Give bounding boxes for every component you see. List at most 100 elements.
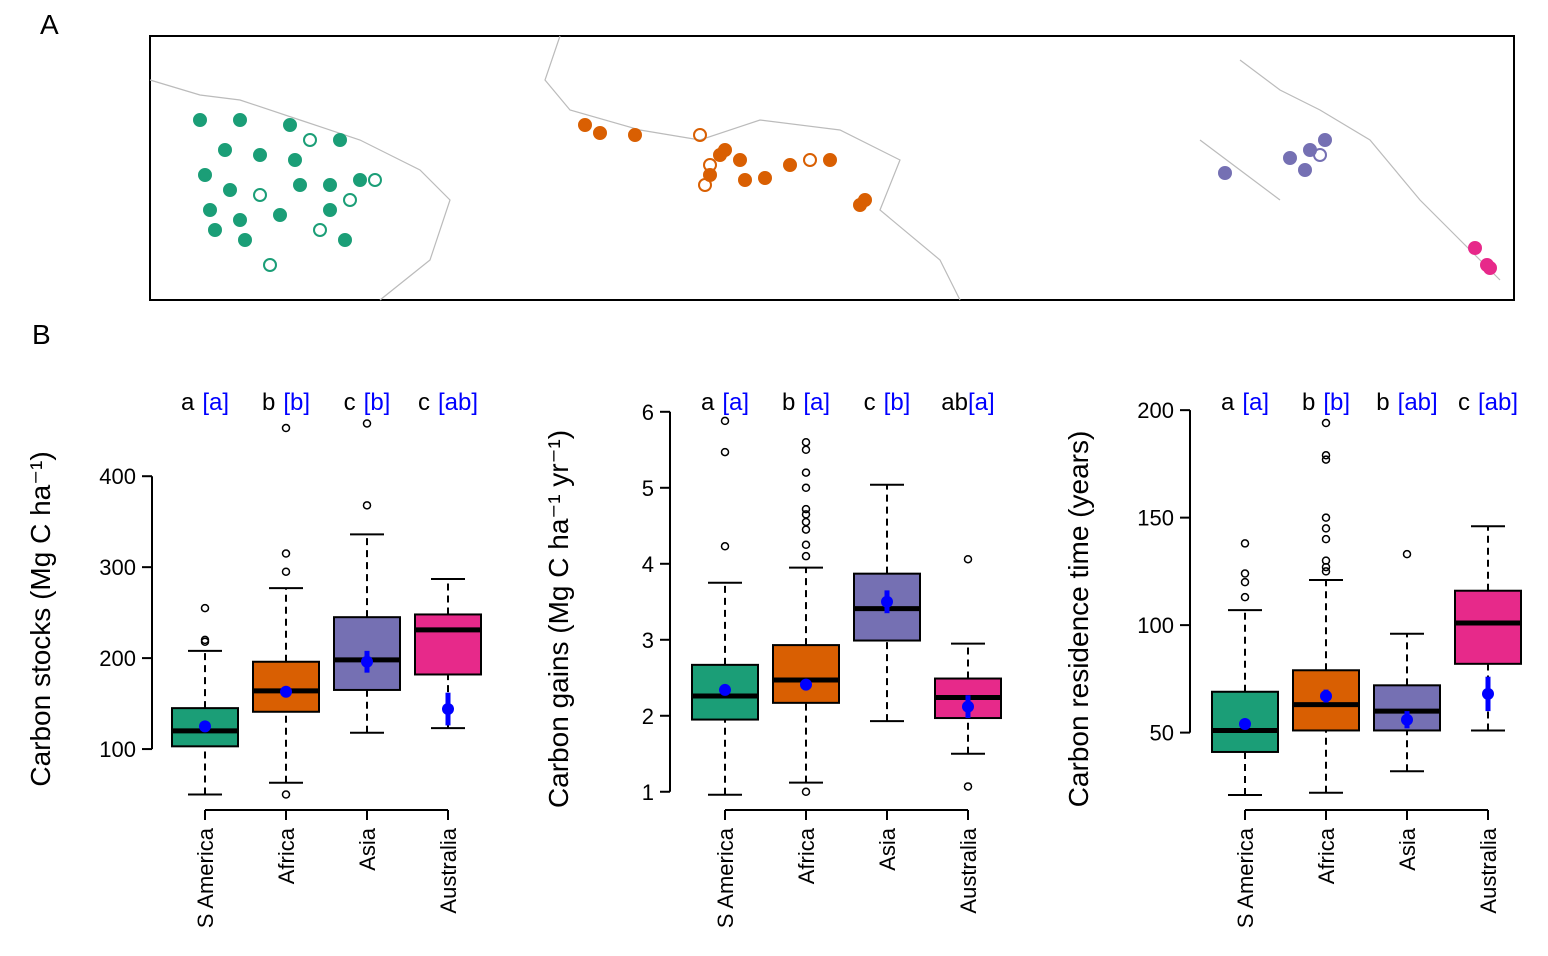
letter-bracket: [b] <box>884 389 911 416</box>
mean <box>800 678 812 691</box>
site <box>253 188 267 202</box>
outlier <box>801 483 811 493</box>
outlier <box>801 551 811 561</box>
site <box>738 173 752 187</box>
y-tick-label: 100 <box>99 737 136 762</box>
letter-bracket: [b] <box>364 389 391 416</box>
site <box>303 133 317 147</box>
mean <box>280 685 292 698</box>
x-tick-label: Africa <box>1314 827 1339 884</box>
letter-bracket: [ab] <box>1478 389 1518 416</box>
site <box>323 178 337 192</box>
letter: b <box>262 389 275 416</box>
x-tick-label: Asia <box>355 827 380 871</box>
letter-bracket: [ab] <box>438 389 478 416</box>
group-letters: b [ab] <box>1376 389 1437 416</box>
site <box>693 128 707 142</box>
y-tick-label: 200 <box>1137 398 1174 423</box>
site <box>1313 148 1327 162</box>
group-letters: ab[a] <box>941 389 994 416</box>
site <box>288 153 302 167</box>
outlier <box>801 445 811 455</box>
site <box>1318 133 1332 147</box>
y-tick-label: 6 <box>642 400 654 425</box>
site <box>758 171 772 185</box>
site <box>733 153 747 167</box>
site <box>343 193 357 207</box>
outlier <box>1240 539 1250 548</box>
y-tick-label: 200 <box>99 646 136 671</box>
box <box>1454 589 1522 665</box>
x-tick-label: S America <box>1233 827 1258 928</box>
outlier <box>1321 556 1331 565</box>
outlier <box>801 437 811 447</box>
x-tick-label: Australia <box>436 827 461 913</box>
coastline <box>149 35 1501 301</box>
x-tick-label: Australia <box>956 827 981 913</box>
site <box>578 118 592 132</box>
y-tick-label: 100 <box>1137 613 1174 638</box>
outlier <box>720 542 730 551</box>
y-axis-title: Carbon gains (Mg C ha⁻¹ yr⁻¹) <box>543 430 574 808</box>
outlier <box>1240 569 1250 578</box>
map-frame <box>149 35 1515 301</box>
site <box>223 183 237 197</box>
y-tick-label: 5 <box>642 476 654 501</box>
box <box>414 613 482 676</box>
outlier <box>281 423 291 433</box>
letter-bracket: [ab] <box>1398 389 1438 416</box>
x-tick-label: S America <box>193 827 218 928</box>
mean <box>361 655 373 668</box>
group-letters: c [ab] <box>418 389 478 416</box>
site <box>1298 163 1312 177</box>
x-tick-label: Asia <box>875 827 900 871</box>
letter-bracket: [a] <box>1242 389 1269 416</box>
map <box>149 35 1515 301</box>
letter: a <box>181 389 195 416</box>
box <box>1211 690 1279 753</box>
outlier <box>801 510 811 519</box>
letter: c <box>418 389 430 416</box>
letter-bracket: [b] <box>1323 389 1350 416</box>
y-axis-title: Carbon stocks (Mg C ha⁻¹) <box>25 451 56 786</box>
outlier <box>1321 451 1331 460</box>
outlier <box>1321 567 1331 576</box>
mean <box>1239 718 1251 731</box>
outlier <box>1321 418 1331 428</box>
site <box>238 233 252 247</box>
site <box>333 133 347 147</box>
outlier <box>1240 592 1250 602</box>
group-letters: a [a] <box>1221 389 1269 416</box>
panel-label: B <box>32 319 51 350</box>
site <box>703 158 717 172</box>
group-letters: c [ab] <box>1458 389 1518 416</box>
outlier <box>801 517 811 527</box>
outlier <box>200 635 210 645</box>
site <box>1218 166 1232 180</box>
site <box>263 258 277 272</box>
site <box>203 203 217 217</box>
group-letters: b [a] <box>782 389 830 416</box>
outlier <box>963 554 973 564</box>
site <box>253 148 267 162</box>
site <box>1283 151 1297 165</box>
y-tick-label: 3 <box>642 628 654 653</box>
site <box>718 143 732 157</box>
x-tick-label: Asia <box>1395 827 1420 871</box>
mean <box>442 703 454 716</box>
site <box>858 193 872 207</box>
x-tick-label: Australia <box>1476 827 1501 913</box>
outlier <box>801 787 811 797</box>
outlier <box>801 540 811 550</box>
site <box>233 113 247 127</box>
mean <box>1482 687 1494 700</box>
x-tick-label: Africa <box>794 827 819 884</box>
mean <box>719 683 731 696</box>
site <box>293 178 307 192</box>
site <box>698 178 712 192</box>
mean <box>1320 690 1332 703</box>
x-tick-label: S America <box>713 827 738 928</box>
letter: a <box>1221 389 1235 416</box>
site <box>338 233 352 247</box>
